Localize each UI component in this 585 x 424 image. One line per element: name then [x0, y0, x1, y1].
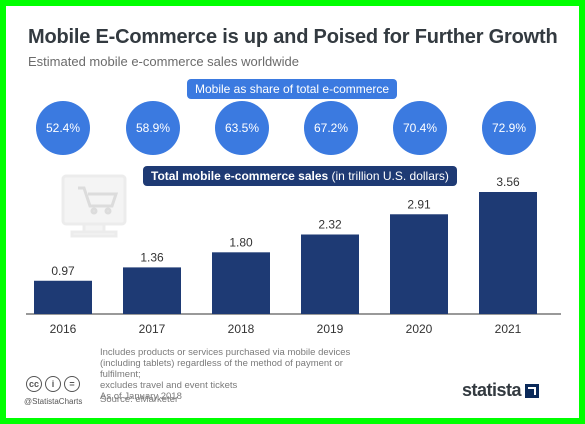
bar-chart: 0.97 1.36 1.80 2.32 2.91 3.56 2016 2017 2018 201…: [26, 174, 561, 336]
x-tick-label: 2016: [50, 322, 77, 336]
bar-value-label: 3.56: [496, 175, 520, 189]
share-circle-2019: 67.2%: [304, 101, 358, 155]
statista-logo[interactable]: statista: [462, 380, 540, 401]
bar-value-label: 0.97: [51, 264, 75, 278]
share-circle-2017: 58.9%: [126, 101, 180, 155]
x-tick-label: 2017: [139, 322, 166, 336]
sales-section-label: Total mobile e-commerce sales (in trilli…: [143, 166, 457, 186]
no-derivatives-icon: =: [64, 376, 80, 392]
chart-title: Mobile E-Commerce is up and Poised for F…: [28, 26, 558, 48]
share-circle-2021: 72.9%: [482, 101, 536, 155]
bar-2019: [301, 234, 359, 314]
statista-logo-icon: [525, 383, 540, 398]
footnote-line: Includes products or services purchased …: [100, 347, 351, 358]
chart-subtitle: Estimated mobile e-commerce sales worldw…: [28, 54, 299, 69]
share-circle-2016: 52.4%: [36, 101, 90, 155]
share-section-label: Mobile as share of total e-commerce: [187, 79, 398, 99]
creative-commons-icon: cc: [26, 376, 42, 392]
x-tick-label: 2020: [406, 322, 433, 336]
sales-label-bold: Total mobile e-commerce sales: [151, 169, 329, 183]
social-handle[interactable]: @StatistaCharts: [24, 397, 83, 406]
bar-value-label: 2.32: [318, 217, 342, 231]
footnotes: Includes products or services purchased …: [100, 347, 360, 402]
x-tick-label: 2018: [228, 322, 255, 336]
attribution-icon: i: [45, 376, 61, 392]
bar-2018: [212, 252, 270, 314]
x-tick-label: 2019: [317, 322, 344, 336]
source-note: Source: eMarketer: [100, 394, 179, 405]
bar-2020: [390, 214, 448, 314]
footnote-date: As of January 2018: [100, 391, 182, 402]
footnote-line: (including tablets) regardless of the me…: [100, 358, 343, 380]
bar-value-label: 1.36: [140, 250, 164, 264]
brand-wordmark: statista: [462, 380, 522, 400]
cart-illustration-icon: [61, 174, 127, 238]
chart-card: Mobile E-Commerce is up and Poised for F…: [6, 6, 579, 418]
bar-value-label: 2.91: [407, 197, 431, 211]
license-icons[interactable]: cc i =: [26, 376, 80, 392]
share-circle-2020: 70.4%: [393, 101, 447, 155]
bar-2017: [123, 267, 181, 314]
bar-value-label: 1.80: [229, 235, 253, 249]
bar-2021: [479, 192, 537, 314]
share-circle-2018: 63.5%: [215, 101, 269, 155]
footnote-line: excludes travel and event tickets: [100, 380, 238, 391]
bar-2016: [34, 280, 92, 314]
x-tick-label: 2021: [495, 322, 522, 336]
sales-label-unit: (in trillion U.S. dollars): [328, 169, 449, 183]
